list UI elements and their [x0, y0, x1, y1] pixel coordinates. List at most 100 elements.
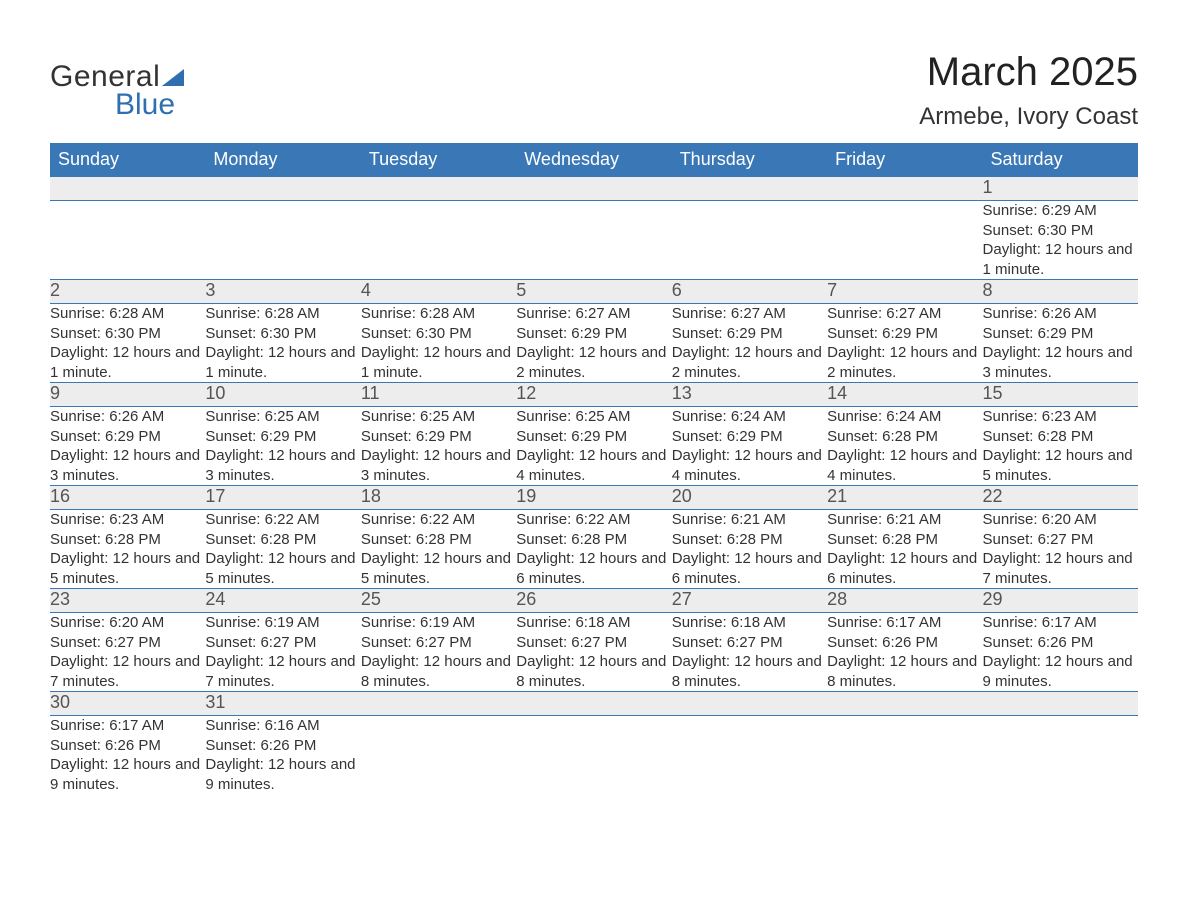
sunset-text: Sunset: 6:28 PM [827, 530, 982, 550]
daylight-text: Daylight: 12 hours and 5 minutes. [361, 549, 516, 588]
daylight-text: Daylight: 12 hours and 5 minutes. [50, 549, 205, 588]
daylight-text: Daylight: 12 hours and 3 minutes. [983, 343, 1138, 382]
day-content-cell: Sunrise: 6:22 AMSunset: 6:28 PMDaylight:… [205, 510, 360, 589]
day-content-cell: Sunrise: 6:25 AMSunset: 6:29 PMDaylight:… [205, 407, 360, 486]
title-block: March 2025 Armebe, Ivory Coast [919, 50, 1138, 131]
sunrise-text: Sunrise: 6:27 AM [827, 304, 982, 324]
weekday-header: Tuesday [361, 143, 516, 177]
day-content-row: Sunrise: 6:29 AMSunset: 6:30 PMDaylight:… [50, 201, 1138, 280]
day-number-cell: 14 [827, 383, 982, 407]
day-content-cell [672, 201, 827, 280]
daylight-text: Daylight: 12 hours and 7 minutes. [983, 549, 1138, 588]
day-number-cell: 24 [205, 589, 360, 613]
day-number-cell [672, 692, 827, 716]
day-content-cell: Sunrise: 6:20 AMSunset: 6:27 PMDaylight:… [50, 613, 205, 692]
day-number-cell: 20 [672, 486, 827, 510]
day-number-cell: 16 [50, 486, 205, 510]
day-content-cell: Sunrise: 6:23 AMSunset: 6:28 PMDaylight:… [50, 510, 205, 589]
sunrise-text: Sunrise: 6:25 AM [516, 407, 671, 427]
daylight-text: Daylight: 12 hours and 6 minutes. [516, 549, 671, 588]
daylight-text: Daylight: 12 hours and 3 minutes. [205, 446, 360, 485]
daylight-text: Daylight: 12 hours and 6 minutes. [827, 549, 982, 588]
day-content-cell: Sunrise: 6:27 AMSunset: 6:29 PMDaylight:… [827, 304, 982, 383]
sunset-text: Sunset: 6:27 PM [50, 633, 205, 653]
day-content-row: Sunrise: 6:17 AMSunset: 6:26 PMDaylight:… [50, 716, 1138, 795]
day-content-row: Sunrise: 6:26 AMSunset: 6:29 PMDaylight:… [50, 407, 1138, 486]
logo-text-blue: Blue [115, 88, 184, 122]
day-number-cell: 30 [50, 692, 205, 716]
sunrise-text: Sunrise: 6:18 AM [516, 613, 671, 633]
daylight-text: Daylight: 12 hours and 4 minutes. [516, 446, 671, 485]
sunrise-text: Sunrise: 6:21 AM [827, 510, 982, 530]
sunrise-text: Sunrise: 6:17 AM [983, 613, 1138, 633]
day-number-cell: 3 [205, 280, 360, 304]
day-content-cell: Sunrise: 6:28 AMSunset: 6:30 PMDaylight:… [361, 304, 516, 383]
daylight-text: Daylight: 12 hours and 1 minute. [361, 343, 516, 382]
sunset-text: Sunset: 6:28 PM [516, 530, 671, 550]
daylight-text: Daylight: 12 hours and 1 minute. [50, 343, 205, 382]
weekday-header: Monday [205, 143, 360, 177]
daylight-text: Daylight: 12 hours and 2 minutes. [516, 343, 671, 382]
day-content-cell: Sunrise: 6:25 AMSunset: 6:29 PMDaylight:… [361, 407, 516, 486]
sunset-text: Sunset: 6:29 PM [50, 427, 205, 447]
sunrise-text: Sunrise: 6:27 AM [672, 304, 827, 324]
day-content-cell: Sunrise: 6:28 AMSunset: 6:30 PMDaylight:… [205, 304, 360, 383]
daylight-text: Daylight: 12 hours and 1 minute. [983, 240, 1138, 279]
daylight-text: Daylight: 12 hours and 5 minutes. [205, 549, 360, 588]
weekday-header: Thursday [672, 143, 827, 177]
day-number-cell [827, 692, 982, 716]
day-content-cell: Sunrise: 6:18 AMSunset: 6:27 PMDaylight:… [672, 613, 827, 692]
day-number-cell: 27 [672, 589, 827, 613]
day-number-cell: 1 [983, 177, 1138, 201]
day-content-cell: Sunrise: 6:26 AMSunset: 6:29 PMDaylight:… [983, 304, 1138, 383]
sunset-text: Sunset: 6:30 PM [50, 324, 205, 344]
day-number-cell: 4 [361, 280, 516, 304]
header-row: General Blue March 2025 Armebe, Ivory Co… [50, 50, 1138, 131]
day-number-cell [827, 177, 982, 201]
day-content-cell: Sunrise: 6:19 AMSunset: 6:27 PMDaylight:… [361, 613, 516, 692]
day-number-cell: 19 [516, 486, 671, 510]
sunrise-text: Sunrise: 6:25 AM [205, 407, 360, 427]
day-content-row: Sunrise: 6:23 AMSunset: 6:28 PMDaylight:… [50, 510, 1138, 589]
sunset-text: Sunset: 6:28 PM [983, 427, 1138, 447]
day-number-cell: 13 [672, 383, 827, 407]
sunset-text: Sunset: 6:26 PM [827, 633, 982, 653]
sunrise-text: Sunrise: 6:22 AM [205, 510, 360, 530]
sunset-text: Sunset: 6:28 PM [361, 530, 516, 550]
day-number-cell: 9 [50, 383, 205, 407]
month-title: March 2025 [919, 50, 1138, 95]
sunset-text: Sunset: 6:27 PM [361, 633, 516, 653]
sunset-text: Sunset: 6:27 PM [516, 633, 671, 653]
sunrise-text: Sunrise: 6:18 AM [672, 613, 827, 633]
day-number-cell: 12 [516, 383, 671, 407]
day-content-cell: Sunrise: 6:24 AMSunset: 6:29 PMDaylight:… [672, 407, 827, 486]
daylight-text: Daylight: 12 hours and 1 minute. [205, 343, 360, 382]
day-number-cell: 22 [983, 486, 1138, 510]
day-number-row: 1 [50, 177, 1138, 201]
sunset-text: Sunset: 6:29 PM [516, 324, 671, 344]
sunset-text: Sunset: 6:29 PM [205, 427, 360, 447]
day-content-cell [516, 201, 671, 280]
day-number-cell [361, 177, 516, 201]
sunset-text: Sunset: 6:29 PM [827, 324, 982, 344]
sunrise-text: Sunrise: 6:26 AM [50, 407, 205, 427]
day-number-cell: 25 [361, 589, 516, 613]
sunset-text: Sunset: 6:27 PM [205, 633, 360, 653]
daylight-text: Daylight: 12 hours and 2 minutes. [827, 343, 982, 382]
day-number-cell: 2 [50, 280, 205, 304]
day-content-cell [205, 201, 360, 280]
sunset-text: Sunset: 6:28 PM [672, 530, 827, 550]
sunrise-text: Sunrise: 6:22 AM [361, 510, 516, 530]
sunrise-text: Sunrise: 6:17 AM [50, 716, 205, 736]
sunrise-text: Sunrise: 6:23 AM [983, 407, 1138, 427]
sunset-text: Sunset: 6:29 PM [361, 427, 516, 447]
day-number-cell: 7 [827, 280, 982, 304]
day-number-cell: 17 [205, 486, 360, 510]
daylight-text: Daylight: 12 hours and 9 minutes. [983, 652, 1138, 691]
sunrise-text: Sunrise: 6:24 AM [672, 407, 827, 427]
day-number-cell [50, 177, 205, 201]
day-number-cell: 23 [50, 589, 205, 613]
day-number-cell: 31 [205, 692, 360, 716]
day-number-cell [205, 177, 360, 201]
daylight-text: Daylight: 12 hours and 2 minutes. [672, 343, 827, 382]
